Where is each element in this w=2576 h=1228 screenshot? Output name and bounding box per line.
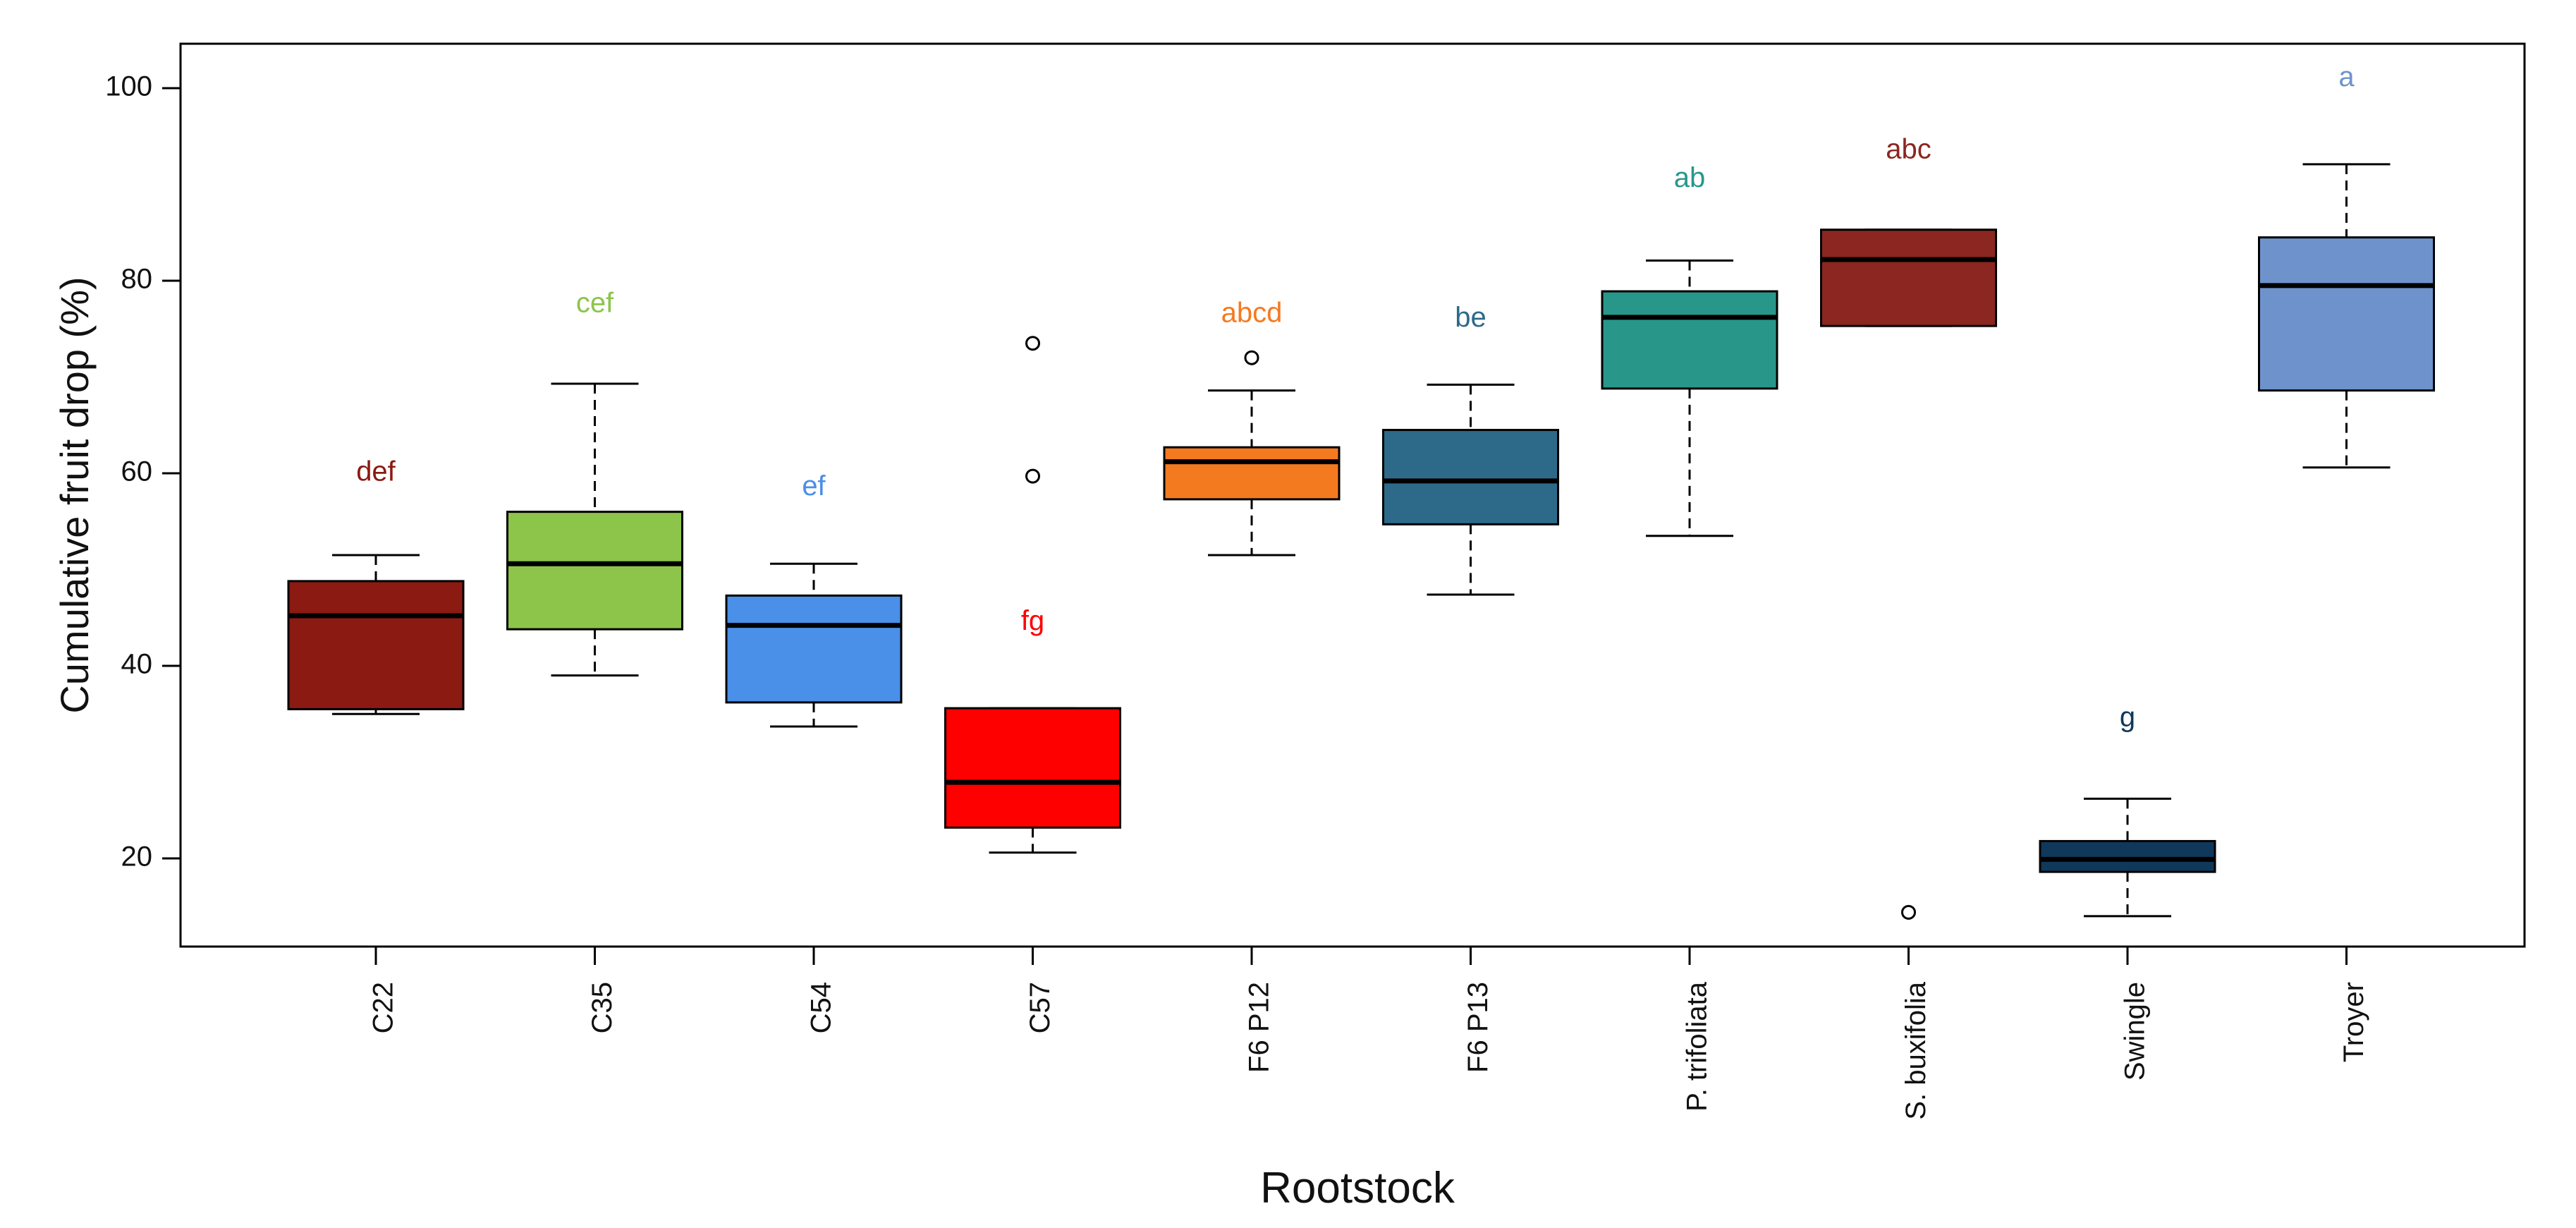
box-group: P. trifoliata ab bbox=[1601, 162, 1778, 1112]
box bbox=[1820, 229, 1997, 327]
x-tick-label: F6 P12 bbox=[1244, 982, 1275, 1073]
x-tick-label: P. trifoliata bbox=[1682, 981, 1713, 1112]
significance-label: abc bbox=[1886, 133, 1931, 164]
box bbox=[1163, 446, 1341, 501]
box-group: Troyer a bbox=[2258, 61, 2435, 1062]
significance-label: ef bbox=[802, 470, 826, 501]
box bbox=[506, 511, 683, 631]
x-tick-label: Troyer bbox=[2338, 982, 2369, 1062]
x-tick-label: C57 bbox=[1025, 982, 1056, 1033]
outlier-point bbox=[1901, 904, 1916, 920]
box-group: C54 ef bbox=[725, 470, 903, 1033]
significance-label: fg bbox=[1021, 605, 1044, 636]
box-group: C22 def bbox=[287, 456, 465, 1033]
box-group: F6 P13 be bbox=[1382, 302, 1559, 1073]
box-group: F6 P12 abcd bbox=[1163, 297, 1341, 1073]
x-tick-label: F6 P13 bbox=[1463, 982, 1494, 1073]
x-tick-label: C54 bbox=[806, 982, 837, 1033]
y-tick-label: 60 bbox=[121, 456, 153, 487]
x-tick-label: C35 bbox=[587, 982, 618, 1033]
box bbox=[2039, 839, 2216, 873]
x-axis-title: Rootstock bbox=[1260, 1164, 1455, 1212]
significance-label: be bbox=[1455, 302, 1487, 333]
box-group: S. buxifolia abc bbox=[1820, 133, 1997, 1120]
x-tick-label: C22 bbox=[368, 982, 399, 1033]
significance-label: cef bbox=[576, 288, 614, 319]
box bbox=[1601, 290, 1778, 390]
box bbox=[944, 707, 1121, 829]
box bbox=[1382, 429, 1559, 525]
significance-label: abcd bbox=[1221, 297, 1283, 328]
significance-label: ab bbox=[1674, 162, 1706, 193]
outlier-point bbox=[1025, 336, 1040, 351]
y-tick-label: 100 bbox=[105, 71, 152, 102]
significance-label: def bbox=[356, 456, 396, 487]
y-tick-label: 40 bbox=[121, 649, 153, 680]
significance-label: a bbox=[2338, 61, 2355, 92]
y-axis-title: Cumulative fruit drop (%) bbox=[52, 276, 97, 713]
y-tick-label: 80 bbox=[121, 264, 153, 295]
y-tick-label: 20 bbox=[121, 841, 153, 873]
box bbox=[287, 580, 465, 710]
box-group: Swingle g bbox=[2039, 702, 2216, 1081]
outlier-point bbox=[1244, 350, 1259, 365]
outlier-point bbox=[1025, 468, 1040, 484]
plot-frame bbox=[179, 42, 2526, 948]
x-tick-label: S. buxifolia bbox=[1900, 981, 1931, 1119]
box bbox=[2258, 236, 2435, 392]
box-group: C35 cef bbox=[506, 288, 683, 1033]
box bbox=[725, 594, 903, 704]
significance-label: g bbox=[2120, 702, 2135, 733]
x-tick-label: Swingle bbox=[2120, 982, 2151, 1081]
box-group: C57 fg bbox=[944, 336, 1121, 1033]
